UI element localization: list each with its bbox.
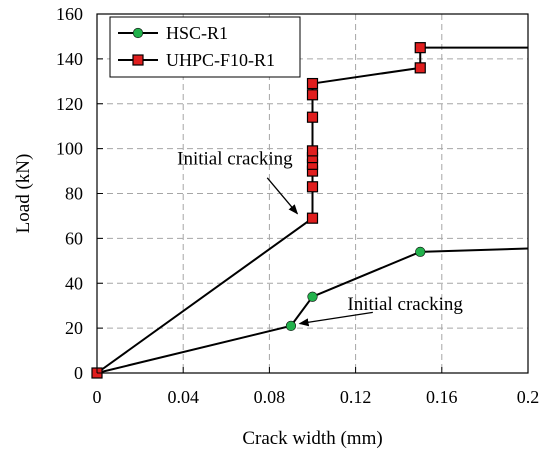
legend-marker-hsc-r1	[132, 27, 144, 39]
uhpc-f10-r1-point	[306, 89, 319, 101]
y-tick-label: 20	[65, 318, 83, 338]
hsc-r1-point	[415, 246, 426, 257]
y-tick-label: 160	[56, 4, 83, 24]
annotation-arrow	[298, 311, 373, 327]
annotation-layer: Initial cracking Initial cracking	[177, 148, 463, 327]
legend-label-hsc-r1: HSC-R1	[166, 23, 228, 43]
y-tick-label: 140	[56, 49, 83, 69]
y-tick-label: 60	[65, 228, 83, 248]
y-tick-label: 120	[56, 94, 83, 114]
x-tick-label: 0.08	[254, 387, 286, 407]
legend-label-uhpc-f10-r1: UHPC-F10-R1	[166, 50, 275, 70]
uhpc-f10-r1-point	[306, 181, 319, 193]
x-tick-label: 0.2	[517, 387, 540, 407]
hsc-r1-line	[96, 247, 529, 374]
uhpc-f10-r1-point	[414, 62, 426, 74]
uhpc-f10-r1-point	[306, 77, 319, 90]
series-layer	[91, 42, 529, 379]
x-tick-label: 0.12	[340, 387, 372, 407]
uhpc-f10-r1-point	[306, 145, 319, 157]
x-tick-label: 0	[93, 387, 102, 407]
y-tick-label: 40	[65, 273, 83, 293]
uhpc-f10-r1-point	[306, 212, 319, 224]
hsc-r1-point	[285, 320, 297, 331]
x-tick-label: 0.16	[426, 387, 458, 407]
uhpc-f10-r1-point	[414, 42, 426, 54]
legend: HSC-R1 UHPC-F10-R1	[109, 16, 301, 78]
annotation-arrow	[266, 177, 299, 215]
x-axis-title: Crack width (mm)	[242, 428, 382, 449]
uhpc-f10-r1-point	[306, 111, 319, 123]
hsc-r1-point	[307, 291, 318, 302]
annotation-label: Initial cracking	[347, 294, 463, 315]
y-tick-label: 100	[56, 139, 83, 159]
legend-marker-uhpc-f10-r1	[132, 54, 144, 66]
y-tick-label: 0	[74, 363, 83, 383]
y-tick-label: 80	[65, 184, 83, 204]
x-tick-label: 0.04	[167, 387, 199, 407]
tick-layer: 0 0.04 0.08 0.12 0.16 0.2 0 20 40 60 80 100 120 140 16…	[56, 4, 539, 407]
legend-box	[109, 16, 301, 78]
annotation-label: Initial cracking	[177, 148, 293, 169]
y-axis-title: Load (kN)	[13, 154, 34, 234]
